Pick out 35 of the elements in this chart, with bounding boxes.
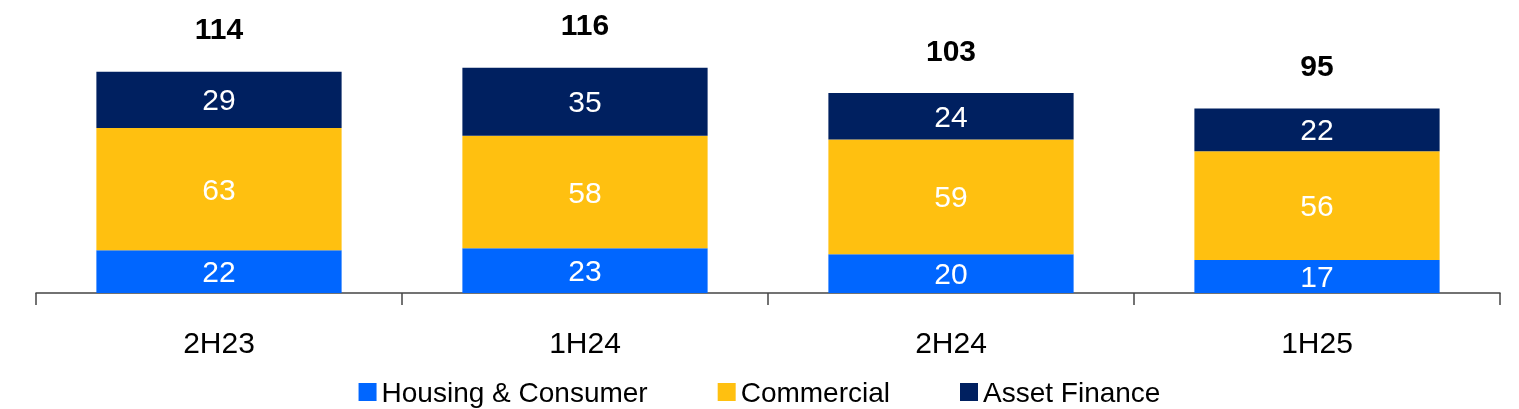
bar [828,93,1074,140]
data-label: 22 [1300,113,1334,147]
total-label: 116 [560,8,610,42]
bar [462,248,708,293]
x-tick-label: 2H23 [183,325,255,359]
legend-label: Asset Finance [983,376,1161,408]
x-tick-label: 2H24 [915,325,987,359]
data-label: 58 [568,175,602,209]
data-label: 63 [202,172,236,206]
bar [828,139,1074,255]
total-label: 114 [194,12,244,46]
data-label: 56 [1300,189,1334,223]
total-label: 95 [1300,49,1334,83]
bar [96,127,342,251]
bar [1194,108,1440,152]
data-label: 23 [568,254,602,288]
bar [828,254,1074,293]
bar [462,67,708,136]
data-label: 20 [934,257,968,291]
bar [1194,259,1440,293]
data-label: 17 [1300,260,1334,293]
x-tick-label: 1H25 [1281,325,1353,359]
legend-label: Commercial [740,376,891,408]
data-label: 24 [934,99,968,133]
data-label: 35 [568,85,602,119]
x-tick-label: 1H24 [549,325,621,359]
total-label: 103 [925,33,977,67]
bar [462,135,708,249]
bar [96,71,342,128]
bar [96,250,342,293]
legend-label: Housing & Consumer [381,376,648,408]
data-label: 22 [202,255,236,289]
data-label: 29 [202,83,236,117]
bar [1194,151,1440,260]
data-label: 59 [934,180,968,214]
